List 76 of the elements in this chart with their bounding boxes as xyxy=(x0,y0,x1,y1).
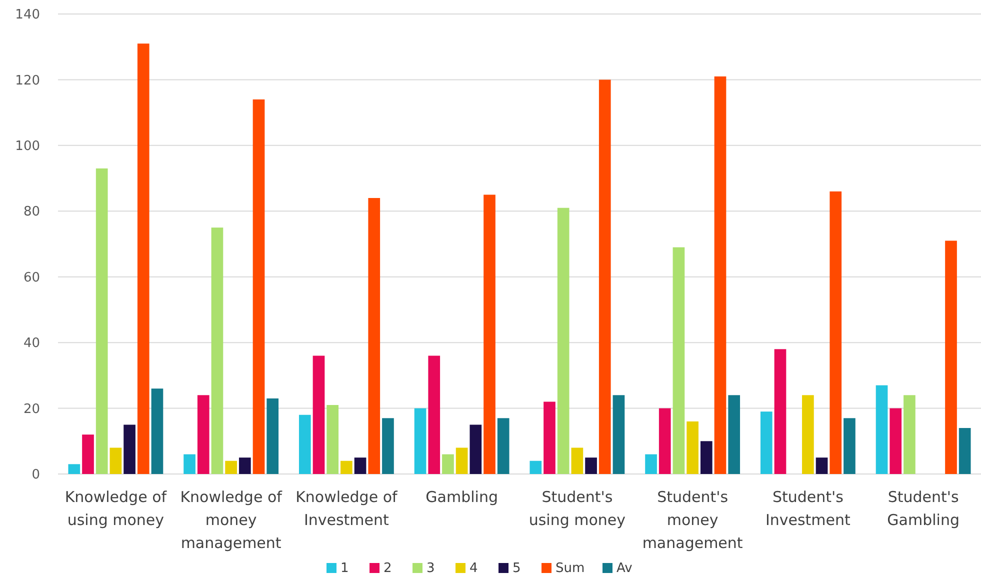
bar xyxy=(184,454,196,474)
x-tick-label: Knowledge of using money xyxy=(64,488,168,529)
bar xyxy=(96,168,108,474)
bar xyxy=(326,405,339,474)
bar xyxy=(612,395,625,474)
bar xyxy=(266,398,279,474)
x-tick-label: Student's using money xyxy=(528,488,626,529)
bar xyxy=(354,458,366,474)
bar xyxy=(124,424,136,474)
bar xyxy=(544,402,556,474)
bar xyxy=(571,448,584,474)
bar xyxy=(225,460,237,474)
bar xyxy=(945,240,957,474)
bar xyxy=(844,418,856,474)
bar xyxy=(368,198,380,474)
legend-label: 1 xyxy=(340,561,349,576)
bar xyxy=(68,464,80,474)
bar xyxy=(82,434,94,474)
legend-label: 3 xyxy=(426,561,435,576)
legend-label: 4 xyxy=(470,561,478,576)
x-tick-label: Student's money management xyxy=(642,488,743,552)
bar xyxy=(238,458,251,474)
y-tick-label: 80 xyxy=(23,204,40,220)
bar xyxy=(137,44,150,474)
bar xyxy=(598,80,611,474)
bar xyxy=(442,454,454,474)
bar xyxy=(497,418,510,474)
bar xyxy=(714,76,726,474)
bar xyxy=(414,408,426,474)
legend-label: Av xyxy=(616,561,633,576)
bar xyxy=(645,454,657,474)
y-tick-label: 60 xyxy=(23,270,40,286)
bar xyxy=(890,408,902,474)
y-tick-label: 0 xyxy=(32,468,40,483)
legend-label: 2 xyxy=(384,561,392,576)
bar xyxy=(298,414,311,474)
y-tick-label: 100 xyxy=(15,138,40,154)
bar xyxy=(484,194,496,474)
bar xyxy=(672,247,685,474)
x-tick-label: Student's Gambling xyxy=(887,488,960,529)
bar xyxy=(312,356,325,474)
x-tick-label: Gambling xyxy=(426,488,498,506)
bar xyxy=(830,191,842,474)
bar xyxy=(110,448,122,474)
y-tick-label: 120 xyxy=(15,73,40,88)
bar xyxy=(774,349,786,474)
bar xyxy=(802,395,814,474)
bar xyxy=(585,458,597,474)
bar xyxy=(700,441,712,474)
bar xyxy=(904,395,916,474)
bar xyxy=(456,448,468,474)
bar xyxy=(211,228,224,474)
bar xyxy=(197,395,210,474)
x-tick-label: Knowledge of money management xyxy=(180,488,283,552)
bar xyxy=(530,460,542,474)
bar xyxy=(557,208,570,474)
x-tick-label: Knowledge of Investment xyxy=(296,488,398,529)
bar xyxy=(428,356,440,474)
bar xyxy=(340,460,352,474)
y-tick-label: 40 xyxy=(23,336,40,352)
bar xyxy=(728,395,740,474)
bar xyxy=(252,99,265,474)
bar xyxy=(658,408,671,474)
bar xyxy=(151,388,164,474)
bar xyxy=(382,418,394,474)
bar xyxy=(958,428,971,474)
bar xyxy=(816,458,828,474)
bar xyxy=(876,385,888,474)
x-tick-label: Student's Investment xyxy=(765,488,851,529)
bar xyxy=(470,424,482,474)
y-tick-label: 140 xyxy=(15,8,40,23)
legend-label: 5 xyxy=(512,561,521,576)
y-tick-label: 20 xyxy=(23,402,40,417)
legend-label: Sum xyxy=(556,561,585,576)
bar xyxy=(760,412,772,474)
bar xyxy=(686,421,698,474)
